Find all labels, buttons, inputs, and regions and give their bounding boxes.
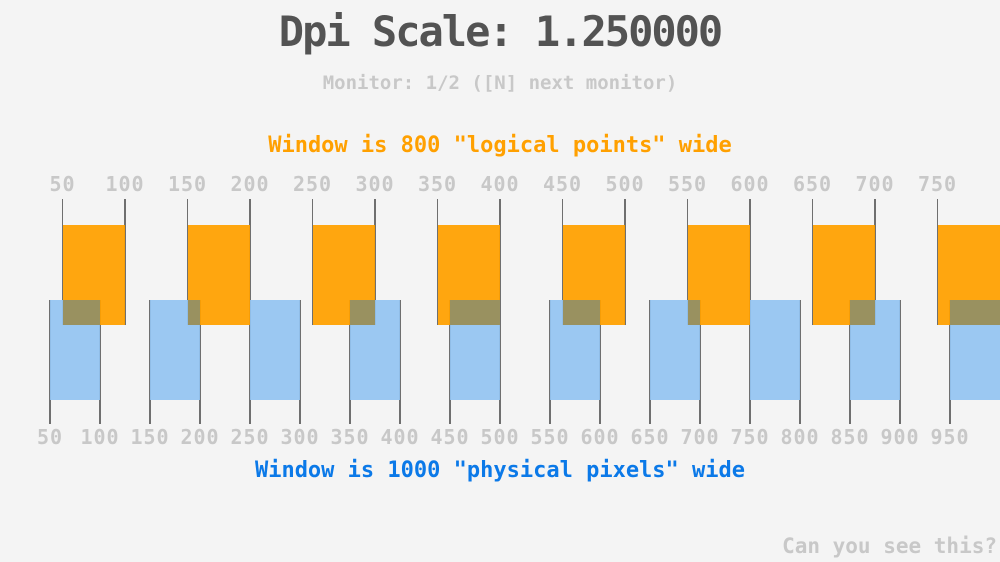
top-ruler-tick: [374, 199, 376, 325]
top-ruler-tick: [624, 199, 626, 325]
physical-pixels-bar: [750, 300, 800, 400]
overlap-region: [450, 300, 500, 325]
bottom-ruler-tick: [299, 300, 301, 424]
top-ruler-label: 550: [667, 172, 708, 196]
overlap-region: [562, 300, 600, 325]
bottom-ruler-label: 700: [680, 425, 720, 449]
overlap-region: [62, 300, 100, 325]
bottom-ruler-label: 850: [830, 425, 870, 449]
top-ruler-label: 250: [292, 172, 333, 196]
bottom-ruler-tick: [399, 300, 401, 424]
bottom-ruler-tick: [799, 300, 801, 424]
logical-width-caption: Window is 800 "logical points" wide: [268, 133, 732, 158]
top-ruler-label: 350: [417, 172, 458, 196]
bottom-ruler-label: 650: [630, 425, 670, 449]
top-ruler-label: 400: [480, 172, 520, 196]
bottom-ruler-label: 450: [430, 425, 470, 449]
physical-width-caption: Window is 1000 "physical pixels" wide: [254, 458, 746, 483]
top-ruler-label: 50: [49, 172, 76, 196]
bottom-ruler-label: 550: [530, 425, 570, 449]
physical-pixels-bar: [250, 300, 300, 400]
bottom-ruler-label: 900: [880, 425, 920, 449]
top-ruler-tick: [249, 199, 251, 325]
monitor-subtitle: Monitor: 1/2 ([N] next monitor): [322, 72, 678, 94]
top-ruler-label: 500: [605, 172, 645, 196]
overlap-region: [350, 300, 375, 325]
top-ruler-label: 650: [792, 172, 833, 196]
top-ruler-label: 100: [105, 172, 145, 196]
bottom-ruler-label: 400: [380, 425, 420, 449]
top-ruler-label: 700: [855, 172, 895, 196]
bottom-ruler-label: 100: [80, 425, 120, 449]
bottom-ruler-tick: [699, 300, 701, 424]
top-ruler-label: 300: [355, 172, 395, 196]
bottom-ruler-label: 350: [330, 425, 370, 449]
bottom-ruler-label: 150: [130, 425, 170, 449]
top-ruler-tick: [874, 199, 876, 325]
bottom-ruler-label: 300: [280, 425, 320, 449]
bottom-ruler-label: 600: [580, 425, 620, 449]
top-ruler-tick: [499, 199, 501, 325]
bottom-ruler-label: 800: [780, 425, 820, 449]
bottom-ruler-tick: [499, 300, 501, 424]
overlap-region: [187, 300, 200, 325]
page-title: Dpi Scale: 1.250000: [278, 7, 723, 56]
top-ruler-tick: [124, 199, 126, 325]
bottom-ruler-label: 200: [180, 425, 220, 449]
bottom-ruler-label: 50: [36, 425, 64, 449]
top-ruler-label: 600: [730, 172, 770, 196]
bottom-ruler-label: 500: [480, 425, 520, 449]
bottom-ruler-label: 250: [230, 425, 270, 449]
footer-question: Can you see this?: [782, 534, 997, 558]
top-ruler-tick: [749, 199, 751, 325]
bottom-ruler-tick: [99, 300, 101, 424]
overlap-region: [687, 300, 700, 325]
overlap-region: [950, 300, 1000, 325]
bottom-ruler-label: 950: [930, 425, 970, 449]
bottom-ruler-label: 750: [730, 425, 770, 449]
top-ruler-label: 750: [917, 172, 958, 196]
bottom-ruler-tick: [599, 300, 601, 424]
bottom-ruler-tick: [199, 300, 201, 424]
bottom-ruler-tick: [899, 300, 901, 424]
overlap-region: [850, 300, 875, 325]
top-ruler-label: 200: [230, 172, 270, 196]
top-ruler-label: 450: [542, 172, 583, 196]
top-ruler-label: 150: [167, 172, 208, 196]
